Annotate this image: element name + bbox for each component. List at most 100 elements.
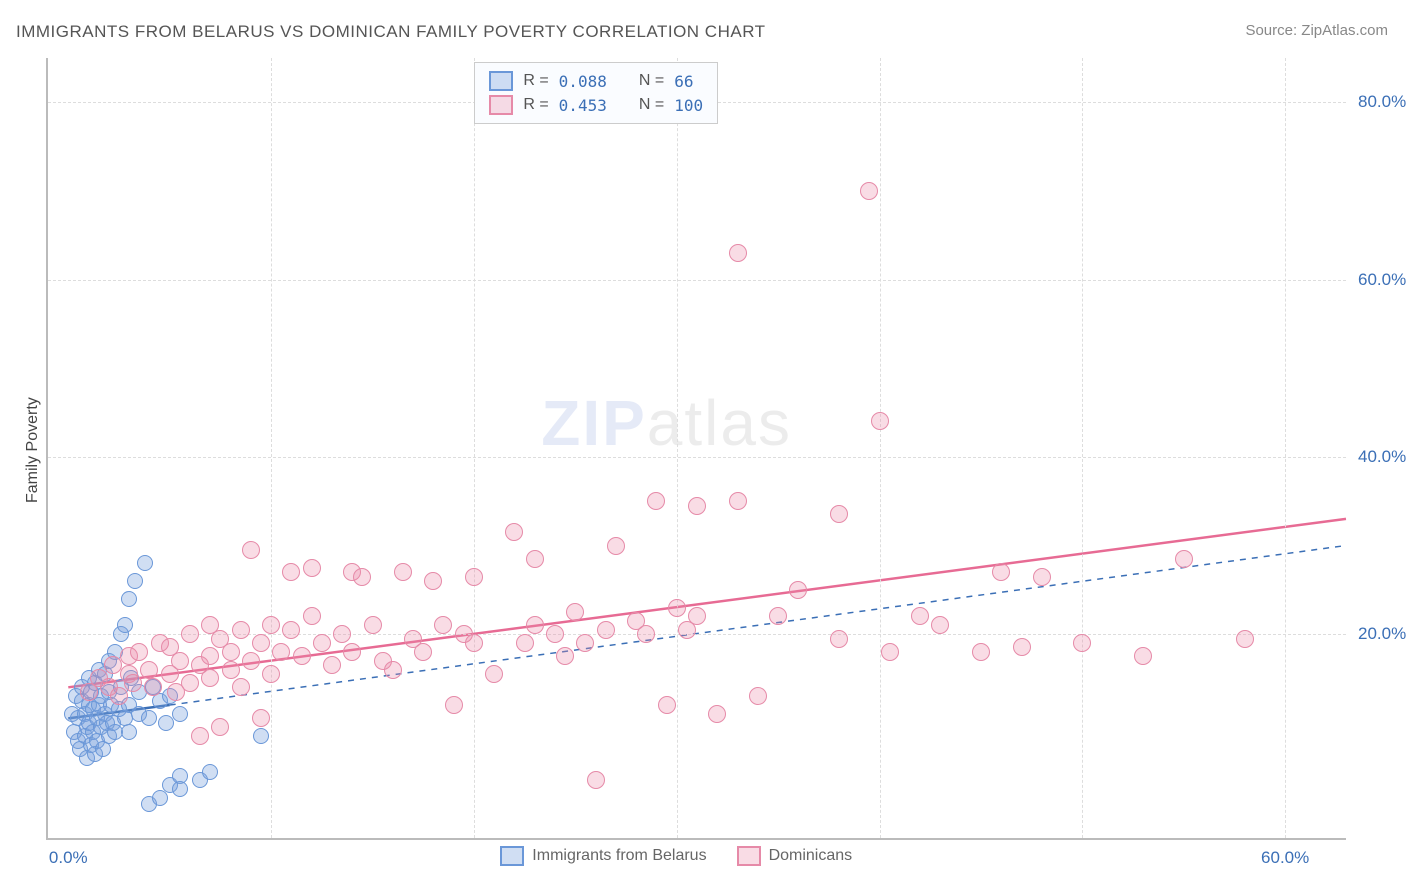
x-tick-label: 60.0%: [1261, 848, 1309, 868]
trend-line: [68, 519, 1346, 687]
data-point: [141, 710, 157, 726]
series-legend: Immigrants from Belarus Dominicans: [500, 846, 852, 866]
legend-swatch: [489, 95, 513, 115]
data-point: [465, 568, 483, 586]
data-point: [526, 550, 544, 568]
y-tick-label: 80.0%: [1358, 92, 1406, 112]
legend-row: R =0.453N =100: [489, 93, 703, 117]
data-point: [152, 790, 168, 806]
data-point: [394, 563, 412, 581]
data-point: [253, 728, 269, 744]
legend-n-value: 100: [674, 96, 703, 115]
data-point: [424, 572, 442, 590]
data-point: [130, 643, 148, 661]
data-point: [252, 634, 270, 652]
data-point: [860, 182, 878, 200]
data-point: [303, 607, 321, 625]
data-point: [282, 563, 300, 581]
data-point: [576, 634, 594, 652]
data-point: [124, 674, 142, 692]
x-tick-label: 0.0%: [49, 848, 88, 868]
data-point: [181, 625, 199, 643]
data-point: [566, 603, 584, 621]
data-point: [303, 559, 321, 577]
data-point: [232, 621, 250, 639]
data-point: [911, 607, 929, 625]
data-point: [871, 412, 889, 430]
data-point: [137, 555, 153, 571]
data-point: [445, 696, 463, 714]
data-point: [972, 643, 990, 661]
data-point: [1175, 550, 1193, 568]
data-point: [121, 591, 137, 607]
data-point: [140, 661, 158, 679]
legend-n-label: N =: [639, 96, 664, 114]
series-legend-item: Dominicans: [737, 846, 853, 866]
data-point: [313, 634, 331, 652]
data-point: [201, 669, 219, 687]
data-point: [688, 497, 706, 515]
series-legend-label: Immigrants from Belarus: [532, 847, 706, 864]
gridline-vertical: [271, 58, 272, 838]
data-point: [749, 687, 767, 705]
data-point: [144, 678, 162, 696]
data-point: [202, 764, 218, 780]
data-point: [505, 523, 523, 541]
data-point: [465, 634, 483, 652]
data-point: [607, 537, 625, 555]
data-point: [242, 541, 260, 559]
data-point: [668, 599, 686, 617]
gridline-vertical: [880, 58, 881, 838]
data-point: [485, 665, 503, 683]
data-point: [708, 705, 726, 723]
y-tick-label: 20.0%: [1358, 624, 1406, 644]
data-point: [881, 643, 899, 661]
data-point: [222, 643, 240, 661]
data-point: [242, 652, 260, 670]
data-point: [333, 625, 351, 643]
data-point: [323, 656, 341, 674]
legend-swatch: [737, 846, 761, 866]
legend-n-label: N =: [639, 72, 664, 90]
watermark: ZIPatlas: [541, 386, 792, 460]
chart-title: IMMIGRANTS FROM BELARUS VS DOMINICAN FAM…: [16, 22, 766, 42]
gridline-vertical: [474, 58, 475, 838]
data-point: [282, 621, 300, 639]
data-point: [931, 616, 949, 634]
source-attribution: Source: ZipAtlas.com: [1245, 22, 1388, 39]
data-point: [110, 687, 128, 705]
data-point: [364, 616, 382, 634]
data-point: [658, 696, 676, 714]
data-point: [434, 616, 452, 634]
y-tick-label: 40.0%: [1358, 447, 1406, 467]
data-point: [232, 678, 250, 696]
legend-r-label: R =: [523, 72, 548, 90]
gridline-vertical: [1082, 58, 1083, 838]
legend-r-value: 0.453: [559, 96, 607, 115]
y-axis-title: Family Poverty: [24, 397, 42, 503]
data-point: [769, 607, 787, 625]
watermark-atlas: atlas: [647, 387, 792, 459]
gridline-horizontal: [48, 280, 1346, 281]
data-point: [587, 771, 605, 789]
series-legend-label: Dominicans: [769, 847, 853, 864]
data-point: [353, 568, 371, 586]
legend-row: R =0.088N = 66: [489, 69, 703, 93]
data-point: [262, 616, 280, 634]
data-point: [516, 634, 534, 652]
correlation-legend: R =0.088N = 66R = 0.453 N = 100: [474, 62, 718, 124]
data-point: [597, 621, 615, 639]
data-point: [1033, 568, 1051, 586]
data-point: [252, 709, 270, 727]
data-point: [992, 563, 1010, 581]
data-point: [546, 625, 564, 643]
gridline-vertical: [1285, 58, 1286, 838]
legend-n-value: 66: [674, 72, 693, 91]
data-point: [729, 492, 747, 510]
data-point: [830, 630, 848, 648]
gridline-horizontal: [48, 457, 1346, 458]
series-legend-item: Immigrants from Belarus: [500, 846, 706, 866]
data-point: [830, 505, 848, 523]
data-point: [1134, 647, 1152, 665]
data-point: [181, 674, 199, 692]
